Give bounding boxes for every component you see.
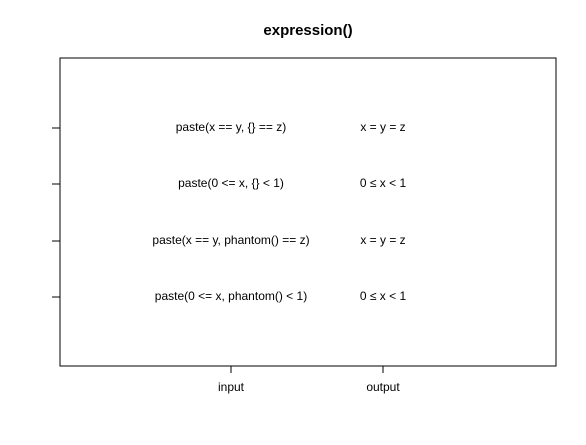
x-tick-label: output — [366, 380, 400, 394]
plot-box — [59, 57, 557, 367]
output-expression: 0 ≤ x < 1 — [360, 289, 407, 303]
input-expression: paste(0 <= x, {} < 1) — [178, 176, 284, 190]
input-expression: paste(x == y, {} == z) — [176, 120, 287, 134]
output-expression: 0 ≤ x < 1 — [360, 176, 407, 190]
output-expression: x = y = z — [360, 120, 405, 134]
plot-title: expression() — [263, 22, 352, 39]
input-expression: paste(x == y, phantom() == z) — [152, 233, 309, 247]
output-expression: x = y = z — [360, 233, 405, 247]
input-expression: paste(0 <= x, phantom() < 1) — [155, 289, 307, 303]
x-tick-label: input — [218, 380, 245, 394]
